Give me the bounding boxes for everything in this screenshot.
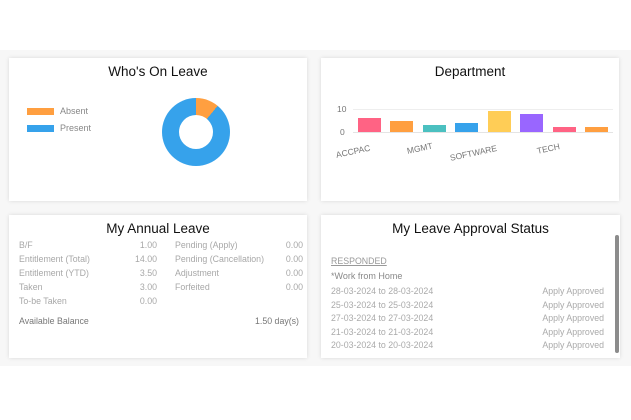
leave-category: *Work from Home: [331, 271, 403, 281]
department-bar[interactable]: [552, 127, 576, 132]
leave-value: 0.00: [285, 282, 303, 292]
balance-label: Available Balance: [19, 316, 89, 326]
legend-swatch-absent: [27, 107, 54, 115]
leave-dates: 28-03-2024 to 28-03-2024: [331, 286, 434, 296]
legend-item-absent[interactable]: Absent: [27, 103, 91, 119]
x-label: SOFTWARE: [449, 143, 498, 163]
leave-label: To-be Taken: [19, 296, 67, 306]
x-label: ACCPAC: [335, 142, 372, 160]
y-tick: 0: [340, 127, 345, 137]
leave-dates: 21-03-2024 to 21-03-2024: [331, 327, 434, 337]
card-title: My Leave Approval Status: [392, 221, 549, 236]
department-bar[interactable]: [455, 122, 479, 132]
leave-value: 0.00: [285, 240, 303, 250]
card-title: My Annual Leave: [106, 221, 210, 236]
leave-label: Adjustment: [175, 268, 220, 278]
scrollbar[interactable]: [615, 235, 619, 353]
leave-label: Pending (Apply): [175, 240, 238, 250]
leave-label: Forfeited: [175, 282, 210, 292]
chart-legend: Absent Present: [27, 103, 91, 137]
department-bar[interactable]: [585, 127, 609, 132]
leave-value: 1.00: [139, 240, 157, 250]
department-bar[interactable]: [422, 125, 446, 132]
card-title: Who's On Leave: [108, 64, 208, 79]
leave-value: 0.00: [285, 254, 303, 264]
x-label: TECH: [536, 141, 561, 156]
leave-dates: 27-03-2024 to 27-03-2024: [331, 313, 434, 323]
leave-status: Apply Approved: [542, 300, 604, 310]
leave-status: Apply Approved: [542, 286, 604, 296]
leave-approval-status-card: My Leave Approval Status RESPONDED *Work…: [321, 215, 620, 358]
leave-status: Apply Approved: [542, 340, 604, 350]
leave-label: Entitlement (YTD): [19, 268, 89, 278]
legend-swatch-present: [27, 124, 54, 132]
department-bar-chart: 10 0 ACCPAC MGMT SOFTWARE TECH: [321, 58, 619, 201]
leave-status: Apply Approved: [542, 327, 604, 337]
leave-label: B/F: [19, 240, 33, 250]
leave-dates: 25-03-2024 to 25-03-2024: [331, 300, 434, 310]
card-title: Department: [434, 64, 506, 79]
legend-label: Present: [60, 123, 92, 133]
leave-value: 0.00: [285, 268, 303, 278]
leave-label: Pending (Cancellation): [175, 254, 264, 264]
leave-summary-table: B/F 1.00 Pending (Apply) 0.00 Entitlemen…: [19, 240, 303, 350]
legend-label: Absent: [60, 106, 89, 116]
gridline: [353, 109, 613, 110]
x-label: MGMT: [406, 140, 434, 156]
donut-hole: [179, 115, 213, 149]
department-bar[interactable]: [357, 118, 381, 132]
leave-label: Entitlement (Total): [19, 254, 90, 264]
leave-status: Apply Approved: [542, 313, 604, 323]
leave-value: 3.50: [139, 268, 157, 278]
y-tick: 10: [337, 104, 347, 114]
whos-on-leave-card: Who's On Leave Absent Present: [9, 58, 307, 201]
department-bar[interactable]: [487, 111, 511, 132]
leave-value: 3.00: [139, 282, 157, 292]
leave-dates: 20-03-2024 to 20-03-2024: [331, 340, 434, 350]
annual-leave-card: My Annual Leave B/F 1.00 Pending (Apply)…: [9, 215, 307, 358]
department-bar[interactable]: [390, 120, 414, 132]
department-bar[interactable]: [520, 113, 544, 132]
donut-chart[interactable]: [162, 98, 230, 166]
responded-section-link[interactable]: RESPONDED: [331, 256, 387, 266]
balance-value: 1.50 day(s): [254, 316, 299, 326]
leave-value: 14.00: [134, 254, 157, 264]
leave-value: 0.00: [139, 296, 157, 306]
axis-line: [353, 132, 613, 133]
legend-item-present[interactable]: Present: [27, 120, 91, 136]
leave-label: Taken: [19, 282, 43, 292]
department-card: Department 10 0 ACCPAC MGMT SOFTWARE TEC…: [321, 58, 619, 201]
